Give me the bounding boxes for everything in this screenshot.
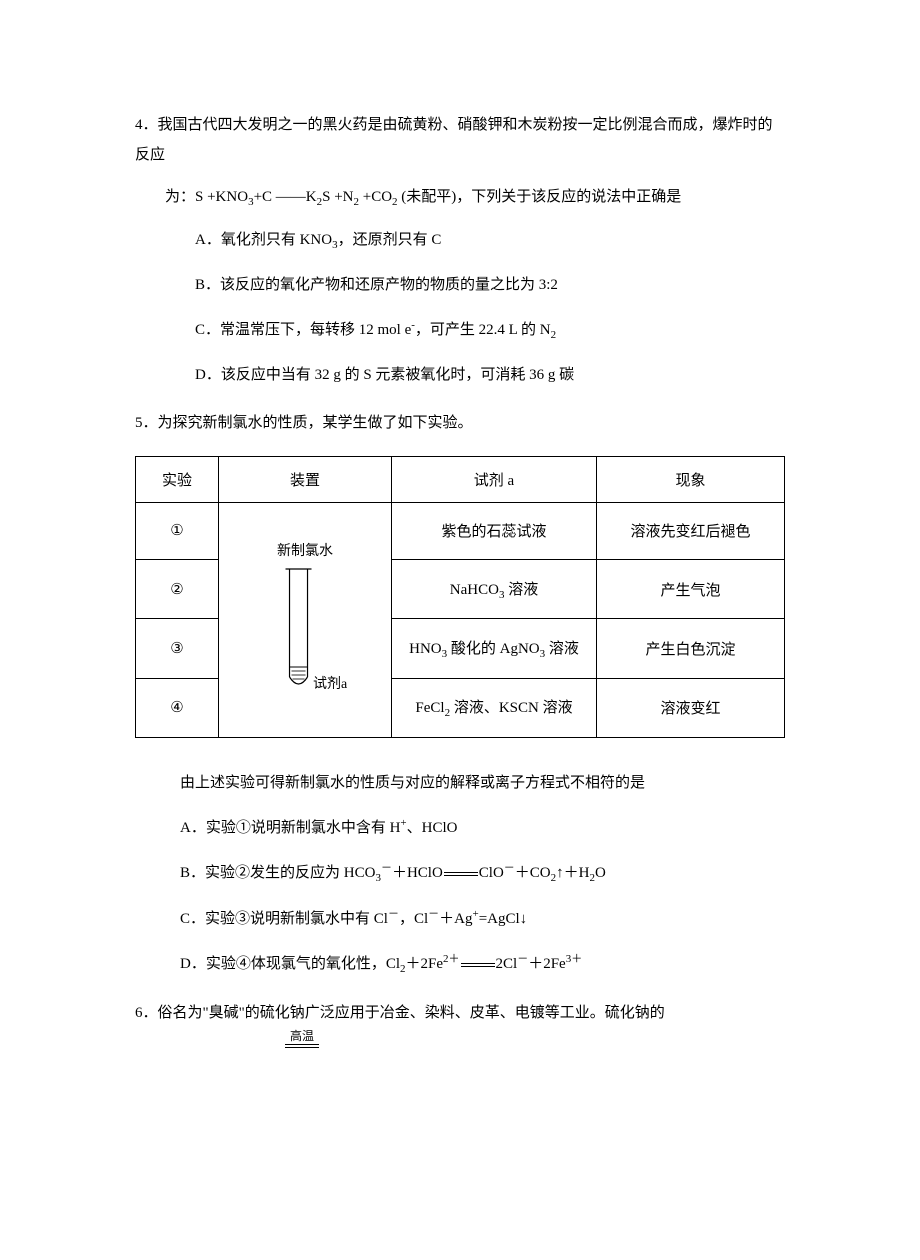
th-phen: 现象 <box>597 457 785 503</box>
equals-icon <box>461 961 495 967</box>
q4-eq-p5: (未配平)，下列关于该反应的说法中正确是 <box>398 189 682 205</box>
device-cell: 新制氯水 试剂a <box>219 503 392 738</box>
q4-option-a: A．氧化剂只有 KNO3，还原剂只有 C <box>195 225 785 256</box>
q5-option-b: B．实验②发生的反应为 HCO3－＋HClOClO－＋CO2↑＋H2O <box>180 857 785 889</box>
q5c-4: =AgCl↓ <box>479 911 527 927</box>
q4-eq-p4: +CO <box>359 189 392 205</box>
q4-a-pre: A．氧化剂只有 KNO <box>195 232 332 248</box>
q4-option-b: B．该反应的氧化产物和还原产物的物质的量之比为 3:2 <box>195 270 785 300</box>
q5b-1: B．实验②发生的反应为 HCO <box>180 865 375 881</box>
th-reagent: 试剂 a <box>392 457 597 503</box>
device-label-bottom: 试剂a <box>313 673 347 693</box>
high-temp-icon: 高温 <box>285 1030 319 1048</box>
q5d-4: ＋2Fe <box>528 956 566 972</box>
q5a-pre: A．实验①说明新制氯水中含有 H <box>180 820 400 836</box>
q5-option-c: C．实验③说明新制氯水中有 Cl－，Cl－＋Ag+=AgCl↓ <box>180 903 785 934</box>
r2-pre: NaHCO <box>450 582 499 598</box>
q5-stem: 5．为探究新制氯水的性质，某学生做了如下实验。 <box>135 408 785 438</box>
device-diagram: 新制氯水 试剂a <box>225 515 385 725</box>
q5d-3: 2Cl <box>496 956 518 972</box>
q5b-2: ＋HClO <box>392 865 443 881</box>
q5c-2: ，Cl <box>399 911 428 927</box>
experiment-table: 实验 装置 试剂 a 现象 ① 新制氯水 <box>135 456 785 738</box>
q4-eq-p2: +C ——K <box>254 189 317 205</box>
table-row: ① 新制氯水 试剂a 紫色的石蕊 <box>136 503 785 560</box>
cell-no-2: ② <box>136 559 219 618</box>
r3-pre: HNO <box>409 641 442 657</box>
cell-reagent-1: 紫色的石蕊试液 <box>392 503 597 560</box>
q5c-1: C．实验③说明新制氯水中有 Cl <box>180 911 388 927</box>
hi-temp-label: 高温 <box>285 1030 319 1042</box>
q6-condition: 高温 <box>135 1030 785 1048</box>
q5b-5: ↑＋H <box>556 865 589 881</box>
q5c-3: ＋Ag <box>439 911 472 927</box>
q5d-2: ＋2Fe <box>406 956 444 972</box>
th-exp: 实验 <box>136 457 219 503</box>
cell-reagent-3: HNO3 酸化的 AgNO3 溶液 <box>392 619 597 678</box>
r3-post: 溶液 <box>545 641 579 657</box>
q5b-6: O <box>595 865 606 881</box>
q5a-post: 、HClO <box>407 820 458 836</box>
equals-icon <box>444 870 478 876</box>
q5-lead: 由上述实验可得新制氯水的性质与对应的解释或离子方程式不相符的是 <box>180 768 785 798</box>
q4-c-mid: ，可产生 22.4 L 的 N <box>415 322 551 338</box>
q5-option-d: D．实验④体现氯气的氧化性，Cl2＋2Fe2＋2Cl－＋2Fe3＋ <box>180 948 785 980</box>
th-device: 装置 <box>219 457 392 503</box>
r4-pre: FeCl <box>415 700 444 716</box>
cell-phen-4: 溶液变红 <box>597 678 785 737</box>
q4-stem: 4．我国古代四大发明之一的黑火药是由硫黄粉、硝酸钾和木炭粉按一定比例混合而成，爆… <box>135 110 785 170</box>
r2-post: 溶液 <box>504 582 538 598</box>
q4-equation: 为：S +KNO3+C ——K2S +N2 +CO2 (未配平)，下列关于该反应… <box>165 182 785 213</box>
q4-c-pre: C．常温常压下，每转移 12 mol e <box>195 322 411 338</box>
q5b-3: ClO <box>479 865 504 881</box>
q6-stem: 6．俗名为"臭碱"的硫化钠广泛应用于冶金、染料、皮革、电镀等工业。硫化钠的 <box>135 998 785 1028</box>
cell-phen-1: 溶液先变红后褪色 <box>597 503 785 560</box>
device-label-top: 新制氯水 <box>225 540 385 560</box>
cell-phen-3: 产生白色沉淀 <box>597 619 785 678</box>
q4-option-c: C．常温常压下，每转移 12 mol e-，可产生 22.4 L 的 N2 <box>195 314 785 346</box>
q5b-4: ＋CO <box>515 865 551 881</box>
r4-post: 溶液、KSCN 溶液 <box>450 700 573 716</box>
cell-phen-2: 产生气泡 <box>597 559 785 618</box>
cell-reagent-4: FeCl2 溶液、KSCN 溶液 <box>392 678 597 737</box>
r3-mid: 酸化的 AgNO <box>447 641 540 657</box>
q4-eq-p3: S +N <box>322 189 353 205</box>
q4-option-d: D．该反应中当有 32 g 的 S 元素被氧化时，可消耗 36 g 碳 <box>195 360 785 390</box>
cell-no-4: ④ <box>136 678 219 737</box>
cell-no-3: ③ <box>136 619 219 678</box>
table-header-row: 实验 装置 试剂 a 现象 <box>136 457 785 503</box>
q4-eq-p1: 为：S +KNO <box>165 189 248 205</box>
q5-option-a: A．实验①说明新制氯水中含有 H+、HClO <box>180 812 785 843</box>
q4-a-post: ，还原剂只有 C <box>338 232 442 248</box>
test-tube-icon <box>281 567 317 697</box>
q5d-1: D．实验④体现氯气的氧化性，Cl <box>180 956 400 972</box>
cell-no-1: ① <box>136 503 219 560</box>
cell-reagent-2: NaHCO3 溶液 <box>392 559 597 618</box>
